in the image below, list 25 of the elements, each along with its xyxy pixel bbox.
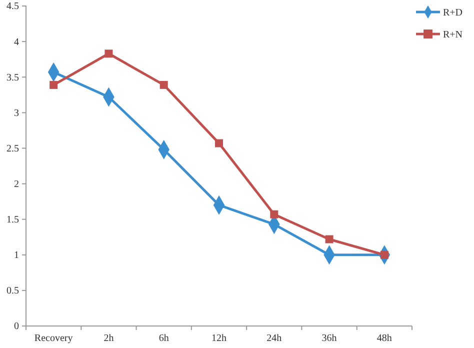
point [215, 139, 223, 148]
point [160, 80, 168, 89]
legend-label: R+D [443, 8, 463, 18]
x-tick-label: 24h [266, 333, 282, 344]
y-tick-label: 0.5 [6, 286, 19, 297]
x-tick-label: 36h [322, 333, 337, 344]
x-tick-label: 6h [158, 333, 169, 344]
point [325, 235, 334, 244]
point [50, 80, 58, 89]
y-tick-label: 4.5 [6, 1, 19, 12]
y-tick-label: 2.5 [6, 143, 19, 154]
point [270, 210, 278, 218]
x-tick-label: 2h [104, 333, 114, 344]
x-tick-label: 48h [376, 333, 392, 344]
y-tick-label: 2 [14, 178, 19, 190]
y-tick-label: 0 [14, 321, 19, 332]
y-tick-label: 4 [14, 36, 19, 48]
y-tick-label: 3.5 [6, 72, 19, 84]
x-tick-label: 12h [212, 333, 226, 344]
x-tick-label: Recovery [34, 333, 73, 344]
y-tick-label: 1 [14, 250, 19, 262]
y-tick-label: 1.5 [6, 214, 19, 226]
legend-label: R+N [443, 30, 463, 40]
point [104, 50, 113, 58]
y-tick-label: 3 [14, 108, 19, 119]
